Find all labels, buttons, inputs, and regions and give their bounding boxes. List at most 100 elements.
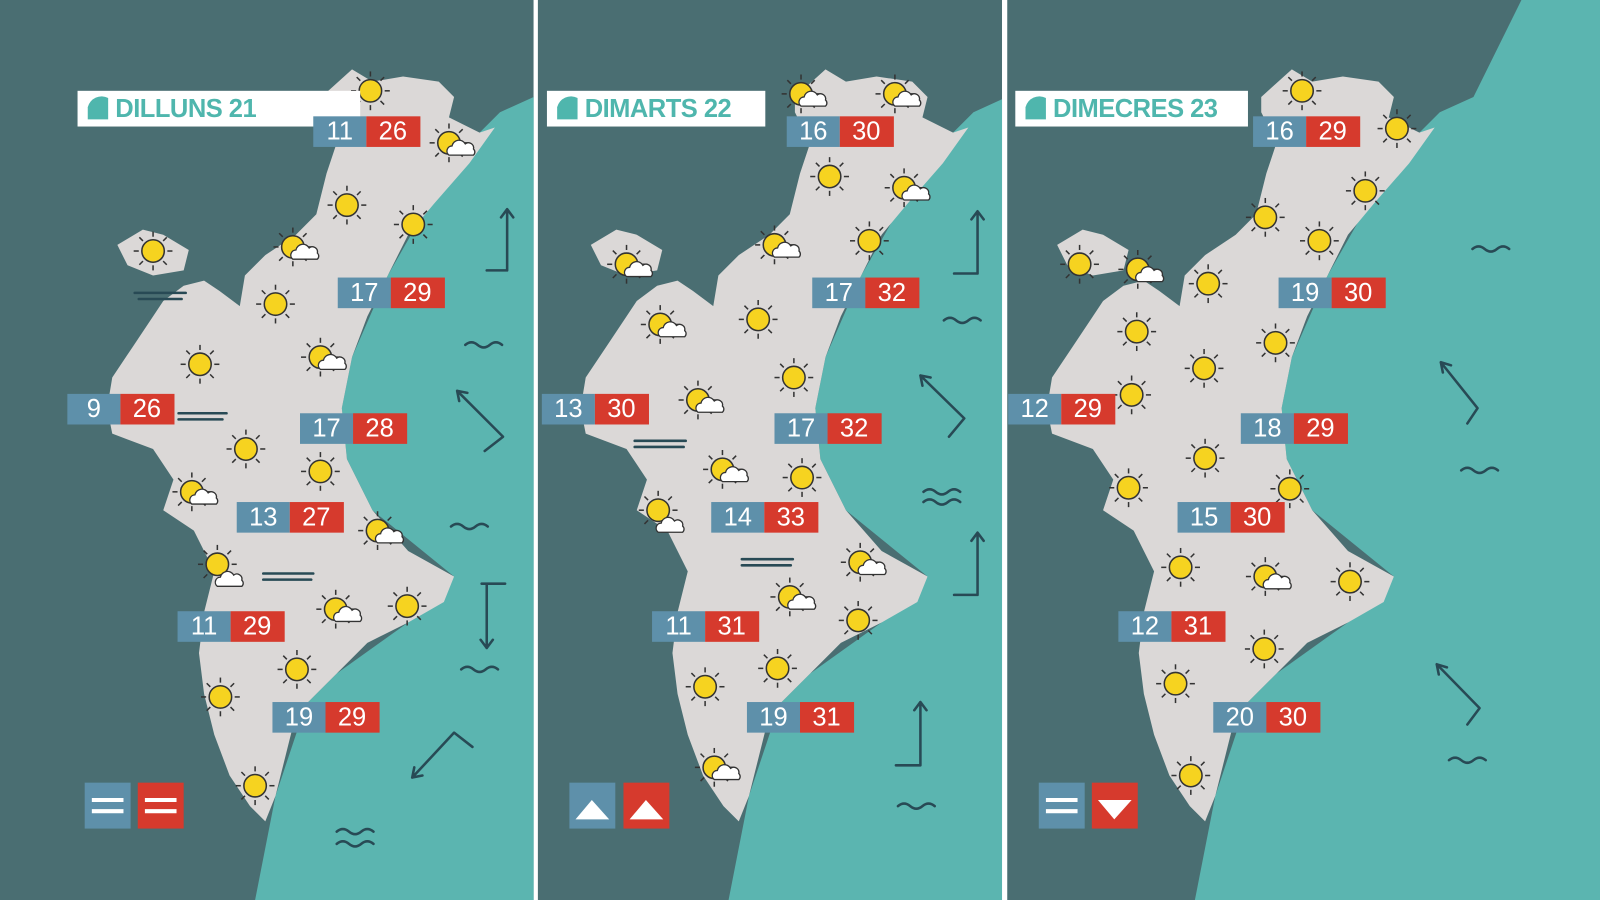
sun-cloud-icon [781,74,828,114]
temperature-pair: 17 28 [300,413,408,444]
min-temp: 16 [1265,118,1293,146]
temperature-pair: 16 29 [1253,116,1361,147]
sun-icon [327,185,367,225]
sun-cloud-icon [197,544,244,587]
temperature-pair: 15 30 [1177,502,1285,533]
min-temp: 20 [1226,703,1254,731]
sun-icon [133,231,173,271]
sun-icon [1161,547,1200,587]
day-title: DIMARTS 22 [585,95,732,123]
sun-icon [758,648,797,688]
sun-cloud-icon [1118,250,1165,289]
temperature-pair: 19 31 [746,702,855,733]
temperature-pair: 12 31 [1118,611,1226,642]
temperature-pair: 16 30 [786,116,894,147]
min-temp: 9 [87,395,101,423]
max-temp: 29 [338,703,366,731]
min-temp: 16 [799,118,827,146]
max-temp: 29 [1306,415,1334,443]
max-temp: 26 [133,395,161,423]
min-temp: 19 [1291,279,1319,307]
sun-icon [201,677,240,717]
sun-cloud-icon [678,380,725,420]
temperature-pair: 13 27 [236,502,344,533]
max-temp: 27 [302,503,330,531]
sun-icon [1060,244,1099,284]
max-temp: 29 [1318,118,1346,146]
sun-icon [1112,375,1152,415]
day-header: DIMARTS 22 [546,90,766,127]
sun-cloud-icon [840,542,887,582]
sun-icon [810,157,849,196]
min-temp: 17 [312,415,340,443]
sun-cloud-icon [273,227,320,267]
sun-icon [226,429,266,469]
min-temp: 17 [787,415,815,443]
min-temp: 13 [554,395,582,423]
min-temp: 18 [1253,415,1281,443]
day-header: DILLUNS 21 [77,90,361,127]
sun-icon [774,358,814,397]
sun-cloud-icon [884,168,931,208]
sun-icon [393,205,433,244]
sun-icon [277,650,317,689]
sun-icon [685,667,725,707]
max-temp: 32 [878,279,906,307]
min-temp: 12 [1131,613,1159,641]
day-title: DILLUNS 21 [115,95,256,123]
temperature-pair: 17 32 [812,277,920,309]
max-temp: 31 [812,703,840,731]
max-temp: 29 [243,613,271,641]
max-temp: 28 [365,415,393,443]
min-temp: 17 [350,279,378,307]
max-temp: 30 [1243,503,1271,531]
sun-icon [180,344,220,384]
max-temp: 29 [403,279,431,307]
sun-icon [256,284,295,324]
sun-cloud-icon [694,747,741,787]
sun-cloud-icon [1245,557,1292,596]
sun-cloud-icon [638,490,685,533]
max-temp: 32 [840,415,868,443]
day-title: DIMECRES 23 [1053,95,1218,123]
sun-icon [1256,323,1295,363]
max-temp: 31 [1184,613,1212,641]
temperature-pair: 18 29 [1240,413,1348,444]
temperature-pair: 11 29 [177,611,285,642]
sun-icon [1330,562,1370,602]
temperature-pair: 11 26 [313,116,421,147]
min-temp: 17 [825,279,853,307]
sun-icon [1117,312,1157,352]
sun-icon [1188,264,1228,304]
sun-cloud-icon [316,589,363,629]
sun-cloud-icon [703,450,749,489]
max-temp: 26 [379,118,407,146]
min-temp: 13 [249,503,277,531]
min-temp: 11 [191,613,217,641]
sun-icon [387,586,427,626]
sun-cloud-icon [640,305,687,344]
sun-icon [1345,171,1385,211]
sun-icon [1377,109,1417,148]
sun-icon [1270,469,1310,509]
sun-cloud-icon [301,337,347,377]
temperature-pair: 14 33 [711,502,819,533]
min-temp: 14 [724,503,752,531]
weather-icons [133,71,1417,806]
sun-cloud-icon [429,123,476,163]
sun-cloud-icon [607,244,654,284]
sun-icon [1171,756,1211,795]
sun-icon [1185,438,1225,478]
min-temp: 15 [1190,503,1218,531]
min-temp: 11 [327,118,353,146]
sun-icon [1244,629,1284,669]
sun-icon [1109,468,1148,508]
sun-icon [235,766,275,806]
sun-icon [850,221,889,261]
sun-icon [1245,197,1285,237]
temperature-pair: 13 30 [541,393,649,425]
temperature-pair: 17 29 [337,277,445,309]
